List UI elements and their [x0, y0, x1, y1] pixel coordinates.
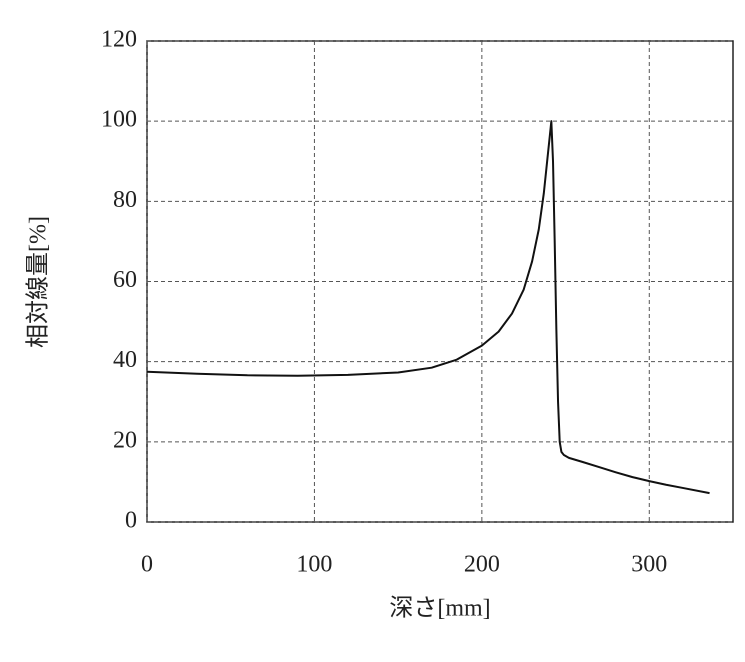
x-tick-label: 200	[464, 552, 500, 578]
y-tick-label: 100	[101, 107, 137, 133]
x-tick-label: 300	[631, 552, 667, 578]
y-tick-label: 20	[113, 427, 137, 453]
y-tick-label: 40	[113, 347, 137, 373]
y-tick-label: 0	[125, 508, 137, 534]
data-line	[146, 120, 710, 495]
y-tick-label: 120	[101, 27, 137, 53]
y-tick-label: 60	[113, 267, 137, 293]
x-tick-label: 0	[141, 552, 153, 578]
x-tick-label: 100	[296, 552, 332, 578]
x-axis-label: 深さ[mm]	[389, 595, 490, 622]
y-axis-label: 相対線量[%]	[25, 216, 52, 348]
y-tick-label: 80	[113, 187, 137, 213]
